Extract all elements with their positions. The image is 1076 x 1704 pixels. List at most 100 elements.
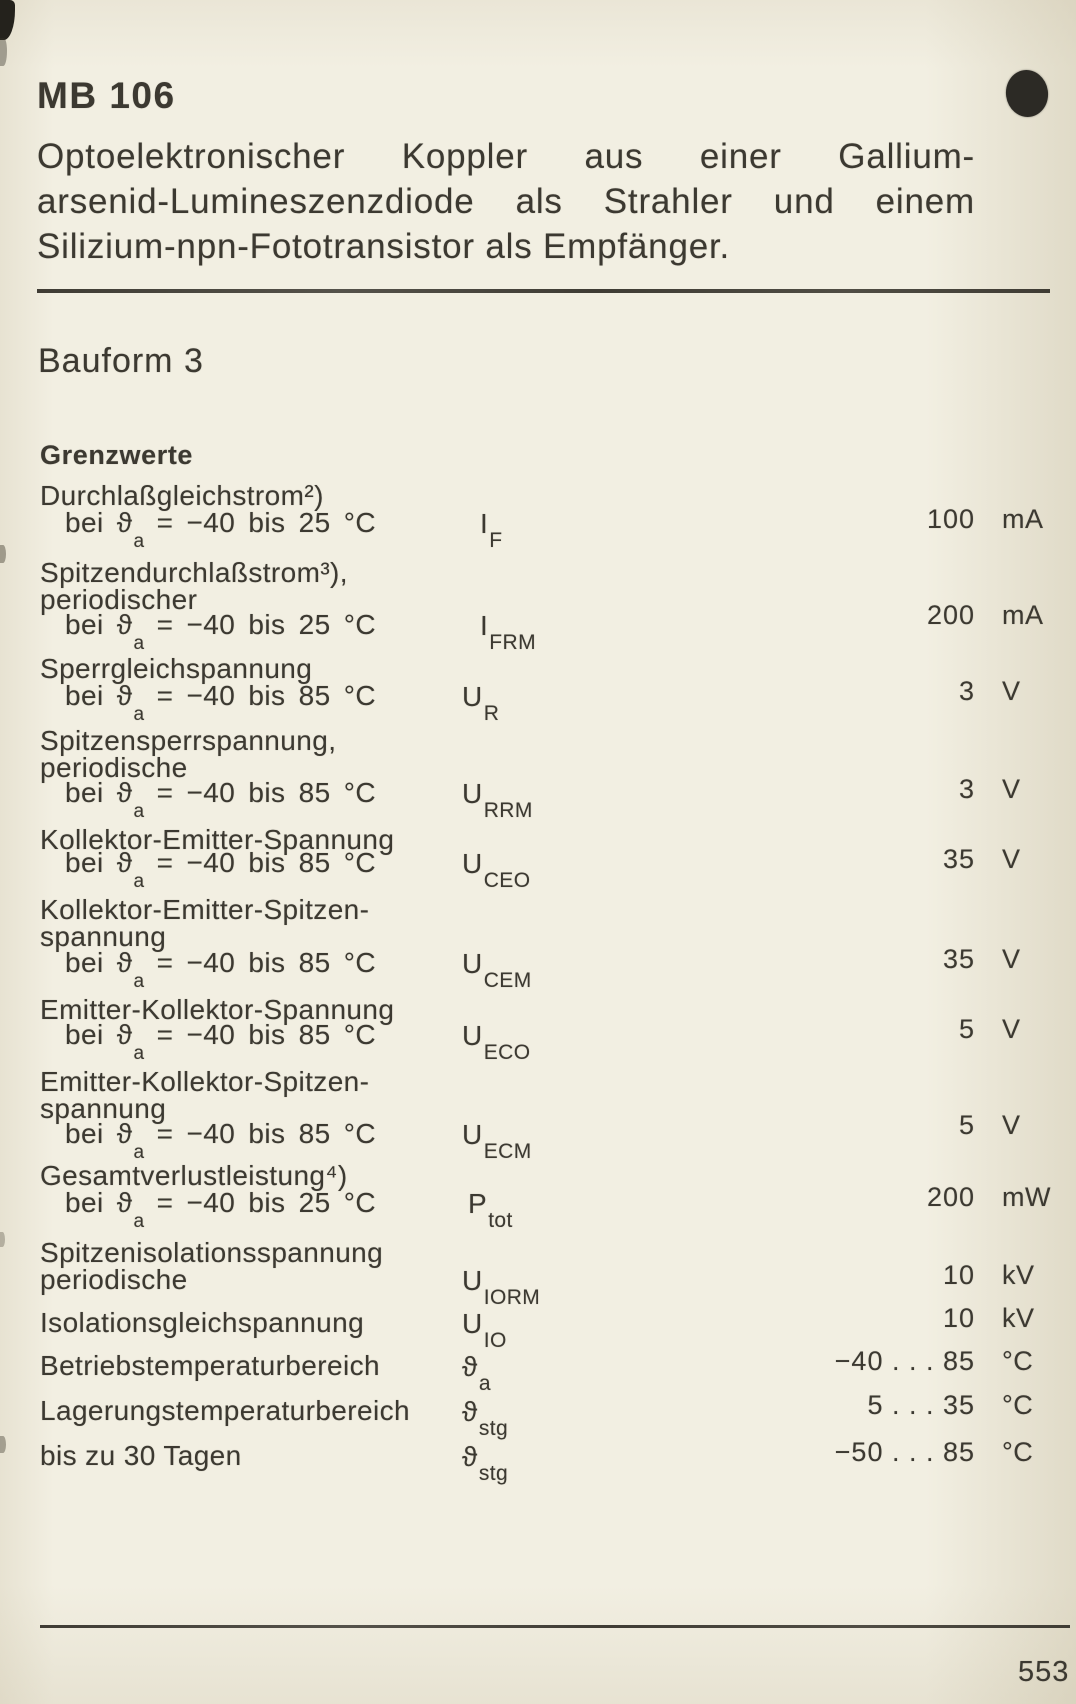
row-value: 5 [958, 1014, 975, 1044]
row-value: 200 [926, 1182, 975, 1212]
theta-subscript: a [133, 1141, 145, 1163]
condition-text: bei ϑ [65, 777, 133, 808]
symbol-subscript: RRM [483, 798, 533, 822]
row-label-line: Gesamtverlustleistung⁴) [40, 1160, 348, 1191]
condition-text: = −40 bis 85 °C [143, 847, 376, 878]
corner-smudge-icon [0, 0, 15, 40]
row-condition: bei ϑa = −40 bis 85 °C [65, 680, 376, 724]
row-value: 200 [926, 600, 975, 630]
row-unit: kV [1002, 1260, 1035, 1290]
row-value: 3 [958, 774, 975, 804]
row-symbol: URRM [462, 780, 532, 821]
row-label-line: periodische [40, 752, 188, 783]
symbol-base: I [480, 508, 489, 539]
condition-text: bei ϑ [65, 1019, 133, 1050]
condition-text: = −40 bis 85 °C [143, 680, 376, 711]
row-label-line: Spitzensperrspannung, [40, 725, 337, 756]
symbol-base: U [462, 1265, 483, 1296]
theta-subscript: a [133, 1210, 145, 1232]
row-unit: V [1002, 944, 1021, 974]
title-line: arsenid-Lumineszenzdiode als Strahler un… [37, 182, 975, 221]
symbol-subscript: CEM [483, 968, 532, 992]
row-symbol: ϑstg [462, 1398, 508, 1439]
row-label-line: Sperrgleichspannung [40, 653, 313, 684]
edge-mark-icon [0, 1232, 5, 1247]
row-value: 5 . . . 35 [867, 1390, 975, 1420]
row-label-line: Lagerungstemperaturbereich [40, 1395, 410, 1426]
row-label-line: spannung [40, 921, 167, 952]
row-condition: bei ϑa = −40 bis 25 °C [65, 609, 376, 653]
row-unit: V [1002, 1110, 1021, 1140]
row-symbol: UECM [462, 1119, 531, 1162]
row-symbol: IF [480, 508, 502, 551]
row-label-line: bis zu 30 Tagen [40, 1440, 242, 1471]
condition-text: bei ϑ [65, 947, 133, 978]
row-symbol: ϑa [462, 1353, 491, 1394]
symbol-base: U [462, 848, 483, 879]
row-symbol: UR [462, 683, 499, 724]
symbol-base: P [468, 1188, 488, 1219]
section-heading-grenzwerte: Grenzwerte [40, 440, 194, 470]
row-symbol: UCEO [462, 848, 530, 891]
theta-subscript: a [133, 530, 145, 552]
row-symbol: UCEM [462, 950, 531, 991]
row-label-line: Emitter-Kollektor-Spitzen- [40, 1066, 370, 1097]
row-value: 3 [958, 676, 975, 706]
symbol-base: U [462, 1020, 483, 1051]
condition-text: bei ϑ [65, 847, 133, 878]
symbol-subscript: stg [478, 1416, 509, 1440]
edge-mark-icon [0, 1436, 6, 1453]
black-dot-icon [1002, 67, 1052, 120]
condition-text: = −40 bis 25 °C [143, 507, 376, 538]
row-unit: V [1002, 844, 1021, 874]
condition-text: bei ϑ [65, 507, 133, 538]
condition-text: = −40 bis 25 °C [143, 1187, 376, 1218]
row-value: 35 [942, 844, 975, 874]
row-condition: bei ϑa = −40 bis 85 °C [65, 1118, 376, 1162]
condition-text: = −40 bis 85 °C [143, 777, 376, 808]
title-line: Silizium-npn-Fototransistor als Empfänge… [37, 227, 731, 266]
row-symbol: UIO [462, 1310, 506, 1351]
theta-subscript: a [133, 870, 145, 892]
row-condition: bei ϑa = −40 bis 85 °C [65, 1019, 376, 1063]
theta-subscript: a [133, 703, 145, 725]
row-label-line: periodische [40, 1264, 188, 1295]
row-unit: mW [1002, 1182, 1051, 1212]
condition-text: bei ϑ [65, 680, 133, 711]
bauform-label: Bauform 3 [38, 342, 204, 380]
row-label-line: Spitzenisolationsspannung [40, 1237, 384, 1268]
top-divider [37, 289, 1050, 293]
row-unit: mA [1002, 504, 1044, 534]
row-label-line: Isolationsgleichspannung [40, 1307, 365, 1338]
row-label-line: Spitzendurchlaßstrom³), [40, 557, 348, 588]
theta-subscript: a [133, 970, 145, 992]
symbol-subscript: R [483, 701, 500, 725]
row-unit: V [1002, 774, 1021, 804]
row-symbol: ϑstg [462, 1443, 508, 1484]
symbol-subscript: ECO [483, 1040, 531, 1064]
row-label-line: spannung [40, 1093, 167, 1124]
symbol-base: I [480, 610, 489, 641]
row-value: 10 [942, 1303, 975, 1333]
row-unit: °C [1002, 1390, 1034, 1420]
theta-subscript: a [133, 632, 145, 654]
symbol-subscript: IORM [483, 1285, 541, 1309]
row-unit: °C [1002, 1346, 1034, 1376]
theta-subscript: a [133, 800, 145, 822]
symbol-subscript: a [478, 1371, 491, 1395]
condition-text: = −40 bis 85 °C [143, 947, 376, 978]
row-unit: kV [1002, 1303, 1035, 1333]
row-condition: bei ϑa = −40 bis 85 °C [65, 847, 376, 891]
product-code: MB 106 [37, 75, 176, 116]
condition-text: bei ϑ [65, 1118, 133, 1149]
symbol-base: U [462, 1119, 483, 1150]
condition-text: = −40 bis 25 °C [143, 609, 376, 640]
row-condition: bei ϑa = −40 bis 25 °C [65, 1187, 376, 1231]
row-value: 10 [942, 1260, 975, 1290]
row-condition: bei ϑa = −40 bis 85 °C [65, 947, 376, 991]
row-label-line: Kollektor-Emitter-Spannung [40, 824, 395, 855]
row-symbol: Ptot [468, 1188, 512, 1231]
row-unit: mA [1002, 600, 1044, 630]
symbol-subscript: CEO [483, 868, 531, 892]
